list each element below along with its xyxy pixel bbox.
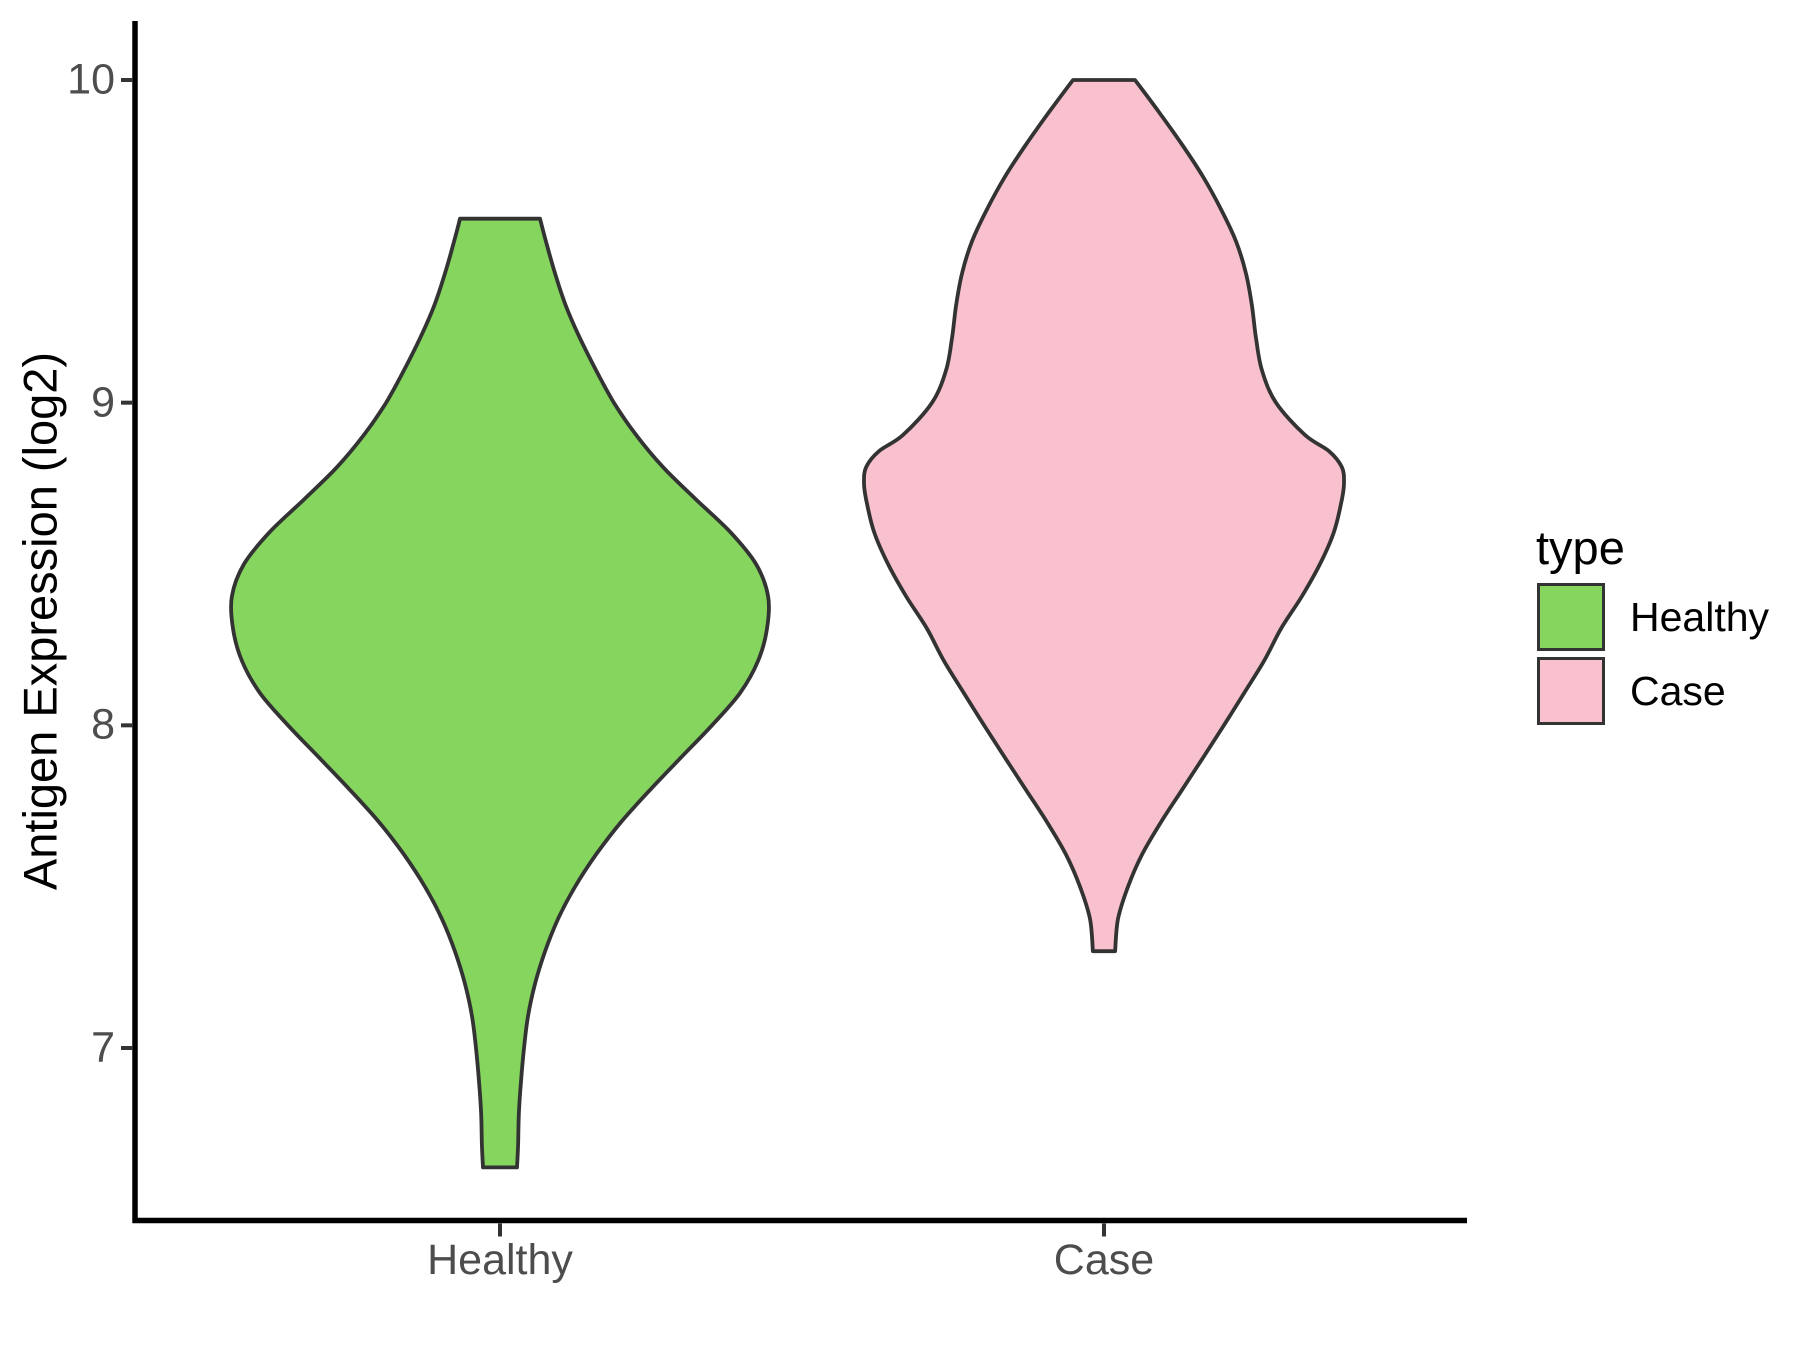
violin-case bbox=[862, 78, 1346, 954]
legend-title: type bbox=[1536, 521, 1625, 574]
violin-healthy bbox=[229, 216, 771, 1170]
y-tick-label-9: 9 bbox=[91, 378, 115, 427]
y-tick-label-8: 8 bbox=[91, 700, 115, 749]
y-tick-label-10: 10 bbox=[67, 55, 115, 104]
legend-key-healthy-swatch bbox=[1537, 583, 1605, 651]
legend-key-case-swatch bbox=[1537, 657, 1605, 725]
y-axis-title: Antigen Expression (log2) bbox=[13, 351, 67, 891]
legend-label-healthy: Healthy bbox=[1630, 593, 1770, 640]
y-tick-label-7: 7 bbox=[91, 1023, 115, 1072]
legend-label-case: Case bbox=[1630, 667, 1726, 714]
x-tick-label-case: Case bbox=[1053, 1236, 1155, 1284]
x-tick-label-healthy: Healthy bbox=[427, 1236, 573, 1284]
